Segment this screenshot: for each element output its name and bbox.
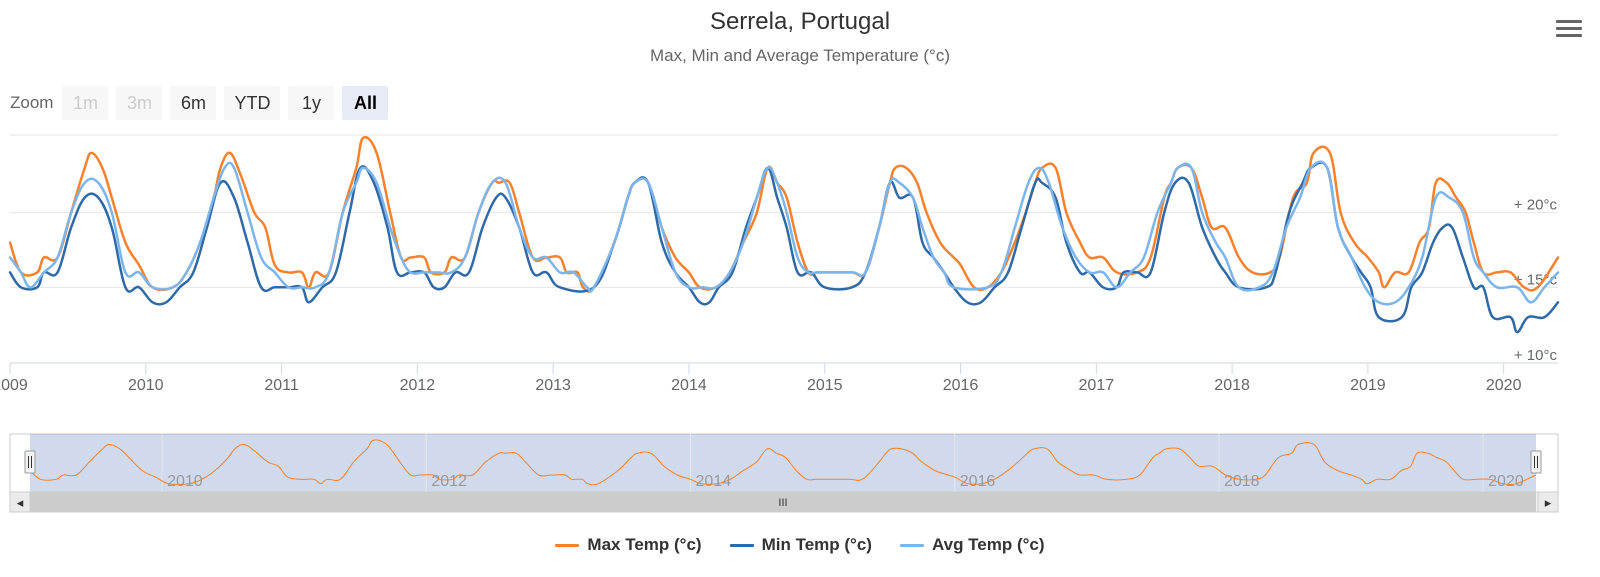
x-tick-label: 2020 <box>1486 377 1522 394</box>
zoom-3m-button[interactable]: 3m <box>116 86 163 120</box>
zoom-1y-button[interactable]: 1y <box>288 86 335 120</box>
navigator-year-label: 2018 <box>1224 473 1260 490</box>
navigator-right-handle[interactable] <box>1530 450 1542 474</box>
zoom-1m-button[interactable]: 1m <box>62 86 109 120</box>
navigator-year-label: 2014 <box>696 473 732 490</box>
scrollbar-left-button[interactable] <box>9 491 31 513</box>
scroll-right-arrow-icon: ▸ <box>1545 496 1552 511</box>
x-tick-label: 2011 <box>264 377 299 394</box>
scroll-left-arrow-icon: ◂ <box>17 496 24 511</box>
legend-item-max[interactable]: Max Temp (°c) <box>555 535 702 555</box>
zoom-all-button[interactable]: All <box>342 86 389 120</box>
navigator-range-mask <box>30 434 1536 492</box>
x-tick-label: 2010 <box>128 377 164 394</box>
navigator-year-label: 2012 <box>431 473 467 490</box>
x-tick-label: 2019 <box>1350 377 1386 394</box>
hamburger-menu-icon[interactable] <box>1556 16 1582 40</box>
zoom-ytd-button[interactable]: YTD <box>224 86 281 120</box>
zoom-selector: Zoom 1m 3m 6m YTD 1y All <box>10 86 396 120</box>
x-tick-label: 2013 <box>535 377 571 394</box>
y-tick-label: + 10°c <box>1514 347 1558 364</box>
legend-label-avg: Avg Temp (°c) <box>931 535 1045 554</box>
navigator-year-label: 2020 <box>1488 473 1524 490</box>
scrollbar-right-button[interactable] <box>1537 491 1559 513</box>
navigator-series-line <box>29 439 1537 486</box>
x-tick-label: 2017 <box>1079 377 1115 394</box>
x-tick-label: 2018 <box>1214 377 1250 394</box>
chart-subtitle: Max, Min and Average Temperature (°c) <box>649 46 951 65</box>
navigator-left-handle[interactable] <box>24 450 36 474</box>
x-tick-label: 2016 <box>943 377 979 394</box>
legend-swatch-min <box>729 543 754 547</box>
series-line <box>8 161 1560 334</box>
legend-item-avg[interactable]: Avg Temp (°c) <box>899 535 1045 555</box>
y-tick-label: + 20°c <box>1514 197 1558 214</box>
scrollbar-thumb[interactable] <box>30 492 1536 512</box>
series-line <box>8 160 1560 306</box>
x-tick-label: 2014 <box>671 377 707 394</box>
navigator-year-label: 2016 <box>960 473 996 490</box>
zoom-label: Zoom <box>10 93 54 112</box>
legend-swatch-max <box>555 543 580 547</box>
legend-item-min[interactable]: Min Temp (°c) <box>729 535 872 555</box>
chart-title: Serrela, Portugal <box>709 8 891 35</box>
x-tick-label: 2015 <box>807 377 843 394</box>
legend-label-min: Min Temp (°c) <box>761 535 872 554</box>
x-tick-label: 2012 <box>400 377 436 394</box>
legend-label-max: Max Temp (°c) <box>587 535 702 554</box>
navigator-year-label: 2010 <box>167 473 203 490</box>
series-line <box>8 136 1560 293</box>
legend-swatch-avg <box>899 543 924 547</box>
x-tick-label: 2009 <box>0 377 28 394</box>
legend: Max Temp (°c) Min Temp (°c) Avg Temp (°c… <box>0 535 1600 555</box>
zoom-6m-button[interactable]: 6m <box>170 86 217 120</box>
scrollbar-grip-icon: III <box>778 497 787 509</box>
